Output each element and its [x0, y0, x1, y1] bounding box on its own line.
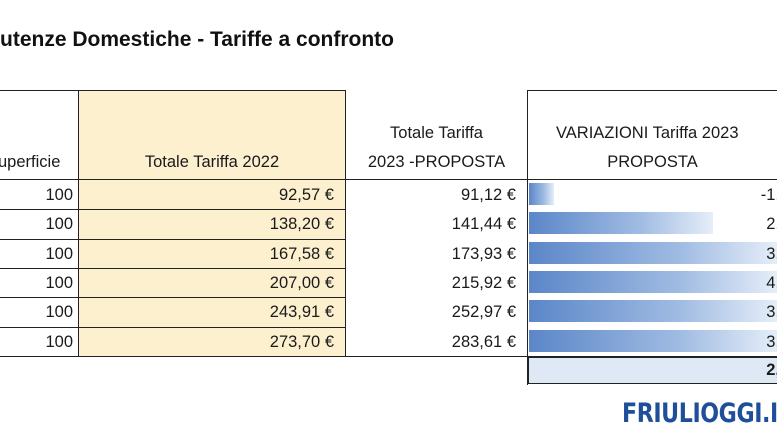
cell-variazione: -1, — [760, 186, 777, 204]
row-divider — [0, 239, 346, 240]
table-top-border — [0, 90, 346, 91]
cell-tariffa-2023: 283,61 € — [451, 332, 516, 351]
row-divider — [0, 327, 346, 328]
header-variazioni-line2: PROPOSTA — [607, 153, 698, 171]
variazione-bar — [529, 329, 777, 352]
header-bottom-border — [0, 179, 777, 180]
cell-tariffa-2023: 215,92 € — [451, 273, 516, 292]
variazione-bar — [529, 270, 777, 293]
cell-tariffa-2023: 173,93 € — [451, 244, 516, 263]
total-variazione-value: 2, — [766, 361, 777, 379]
header-variazioni-line1: VARIAZIONI Tariffa 2023 — [556, 124, 739, 142]
row-divider — [0, 268, 346, 269]
row-divider — [0, 297, 346, 298]
header-tariffa-2023-line2: 2023 -PROPOSTA — [367, 153, 506, 171]
cell-variazione: 3, — [766, 244, 777, 263]
col-divider-2 — [345, 90, 346, 357]
cell-variazione: 2, — [766, 215, 777, 234]
col-divider-1 — [78, 90, 79, 357]
cell-tariffa-2023: 91,12 € — [460, 186, 516, 204]
cell-superficie: 100 — [45, 273, 73, 292]
table-top-border-right — [527, 90, 777, 91]
cell-superficie: 100 — [45, 332, 73, 351]
friulioggi-logo: FRIULIOGGI.IT — [622, 398, 777, 429]
cell-tariffa-2022: 92,57 € — [278, 186, 334, 204]
col-divider-3 — [527, 90, 528, 385]
cell-tariffa-2022: 243,91 € — [269, 303, 334, 322]
cell-superficie: 100 — [45, 215, 73, 234]
cell-superficie: 100 — [45, 244, 73, 263]
cell-tariffa-2023: 141,44 € — [451, 215, 516, 234]
header-tariffa-2022: Totale Tariffa 2022 — [144, 153, 280, 171]
variazione-bar — [529, 183, 554, 205]
row-divider — [0, 209, 346, 210]
variazione-bar — [529, 241, 777, 264]
cell-tariffa-2022: 138,20 € — [269, 215, 334, 234]
total-variazione-cell: 2, — [528, 357, 777, 384]
cell-variazione: 4, — [766, 273, 777, 292]
variazione-bar — [529, 212, 713, 235]
tariffa-2022-column-bg — [78, 90, 346, 356]
cell-tariffa-2022: 273,70 € — [269, 332, 334, 351]
header-tariffa-2023-line1: Totale Tariffa — [390, 124, 483, 142]
cell-superficie: 100 — [45, 186, 73, 204]
cell-variazione: 3, — [766, 303, 777, 322]
cell-tariffa-2023: 252,97 € — [451, 303, 516, 322]
cell-superficie: 100 — [45, 303, 73, 322]
cell-tariffa-2022: 207,00 € — [269, 273, 334, 292]
cell-tariffa-2022: 167,58 € — [269, 244, 334, 263]
table-bottom-border — [0, 356, 777, 357]
page-title: utenze Domestiche - Tariffe a confronto — [0, 28, 394, 51]
variazione-bar — [529, 300, 777, 323]
cell-variazione: 3, — [766, 332, 777, 351]
header-superficie: uperficie — [0, 153, 61, 171]
